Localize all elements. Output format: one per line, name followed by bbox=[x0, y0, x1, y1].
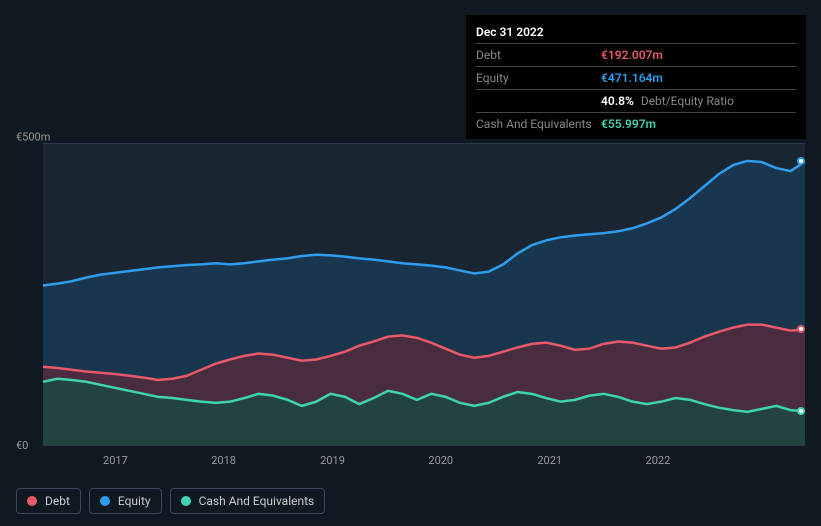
x-axis-tick-label: 2018 bbox=[211, 454, 236, 467]
legend-dot-icon bbox=[100, 496, 110, 506]
tooltip-row-label: Debt bbox=[476, 48, 601, 62]
tooltip-ratio-value: 40.8% bbox=[601, 94, 634, 108]
chart-svg bbox=[43, 144, 805, 445]
hover-marker bbox=[797, 157, 805, 165]
x-axis-tick-label: 2019 bbox=[320, 454, 345, 467]
x-axis-tick-label: 2017 bbox=[103, 454, 128, 467]
tooltip-row: Debt€192.007m bbox=[476, 43, 796, 66]
x-axis-labels: 2017 2018 2019 2020 2021 2022 bbox=[43, 454, 805, 470]
x-axis-tick-label: 2021 bbox=[537, 454, 562, 467]
legend-item[interactable]: Equity bbox=[89, 488, 162, 514]
legend-dot-icon bbox=[181, 496, 191, 506]
tooltip-row: Equity€471.164m bbox=[476, 66, 796, 89]
chart-container: €500m €0 2017 2018 2019 2020 2021 2022 bbox=[16, 125, 805, 476]
legend-label: Cash And Equivalents bbox=[199, 494, 315, 508]
tooltip-row-value: €55.997m bbox=[601, 117, 656, 131]
tooltip-ratio-label: Debt/Equity Ratio bbox=[638, 94, 734, 108]
legend-dot-icon bbox=[27, 496, 37, 506]
hover-marker bbox=[797, 325, 805, 333]
plot-area[interactable] bbox=[43, 143, 805, 446]
legend-item[interactable]: Debt bbox=[16, 488, 81, 514]
tooltip-row-label: Equity bbox=[476, 71, 601, 85]
legend: Debt Equity Cash And Equivalents bbox=[16, 488, 325, 514]
tooltip-row-label: Cash And Equivalents bbox=[476, 117, 601, 131]
tooltip-row: 40.8% Debt/Equity Ratio bbox=[476, 89, 796, 112]
y-axis-label-bottom: €0 bbox=[16, 439, 28, 452]
x-axis-tick-label: 2022 bbox=[646, 454, 671, 467]
y-axis-label-top: €500m bbox=[16, 131, 50, 144]
legend-item[interactable]: Cash And Equivalents bbox=[170, 488, 326, 514]
legend-label: Equity bbox=[118, 494, 151, 508]
tooltip-row-value: €471.164m bbox=[601, 71, 663, 85]
x-axis-tick-label: 2020 bbox=[428, 454, 453, 467]
chart-tooltip: Dec 31 2022 Debt€192.007mEquity€471.164m… bbox=[466, 15, 806, 139]
tooltip-row-value: €192.007m bbox=[601, 48, 663, 62]
tooltip-row: Cash And Equivalents€55.997m bbox=[476, 112, 796, 135]
legend-label: Debt bbox=[45, 494, 70, 508]
tooltip-date: Dec 31 2022 bbox=[476, 21, 796, 43]
hover-marker bbox=[797, 407, 805, 415]
